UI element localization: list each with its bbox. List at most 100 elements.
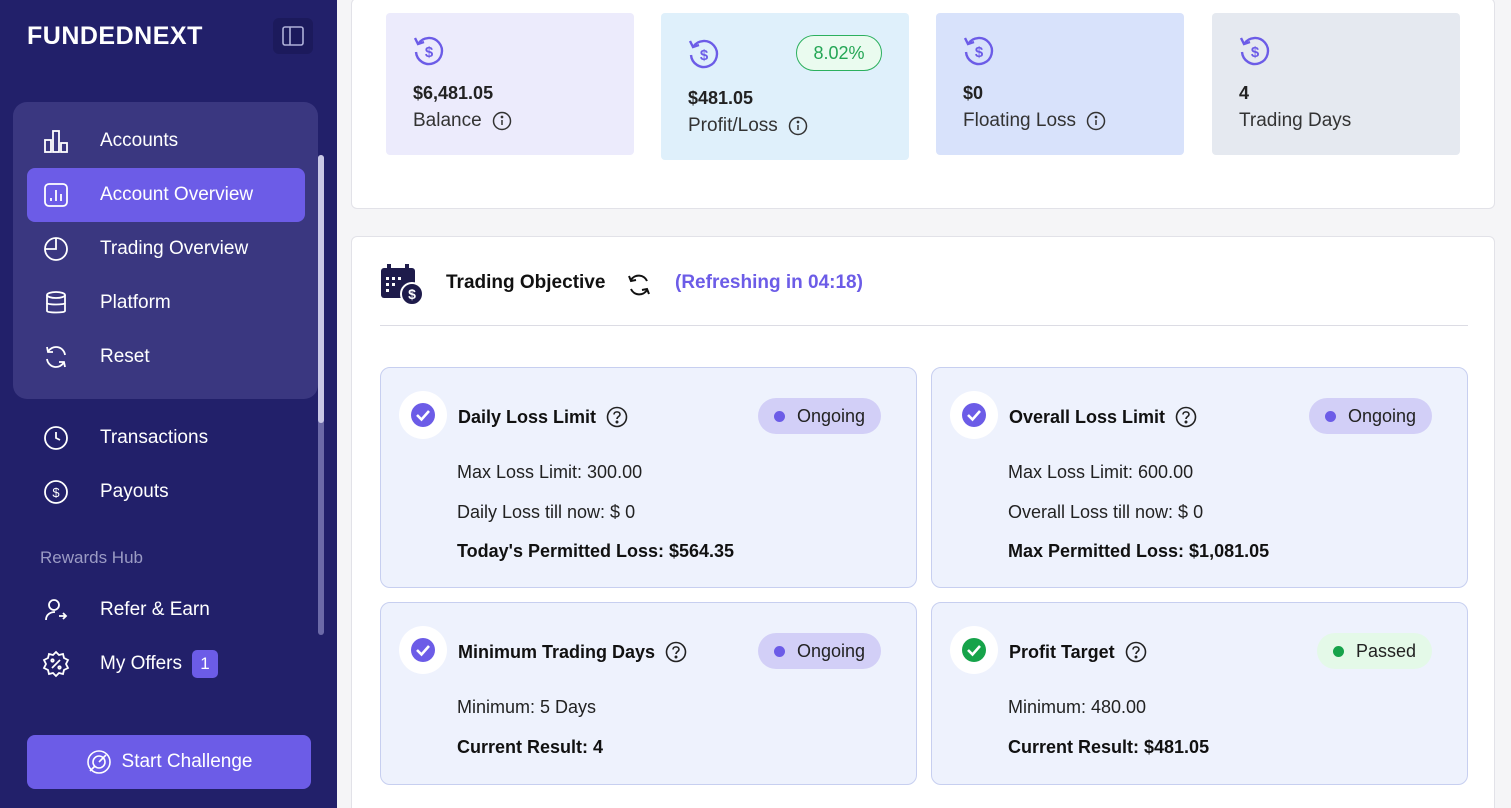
status-badge: Ongoing [1308, 398, 1432, 434]
dollar-refresh-icon: $ [412, 34, 446, 73]
trading-objective-panel: $ Trading Objective (Refreshing in 04:18… [351, 236, 1495, 808]
floating-loss-label: Floating Loss [963, 110, 1077, 131]
profit-loss-value: $481.05 [688, 88, 754, 108]
refresh-icon [628, 274, 650, 296]
calendar-dollar-icon: $ [381, 264, 424, 306]
help-icon[interactable] [665, 641, 687, 663]
objective-line: Overall Loss till now: $ 0 [1008, 502, 1204, 522]
dollar-refresh-icon: $ [1238, 34, 1272, 73]
profit-loss-card: $ 8.02% $481.05 Profit/Loss [661, 13, 909, 160]
offers-count-badge: 1 [192, 650, 218, 678]
sidebar-item-reset[interactable]: Reset [27, 330, 305, 384]
svg-text:$: $ [52, 485, 60, 500]
sidebar: FUNDEDNEXT Accounts Account Overview Tra… [0, 0, 337, 808]
sidebar-item-label: Transactions [100, 427, 209, 448]
sidebar-item-transactions[interactable]: Transactions [27, 411, 305, 465]
clock-icon [42, 424, 70, 452]
sidebar-toggle-button[interactable] [273, 18, 313, 54]
balance-caption: Balance [413, 110, 512, 132]
objective-line: Minimum: 5 Days [457, 697, 597, 717]
help-icon[interactable] [1125, 641, 1147, 663]
sidebar-item-label: Payouts [100, 481, 169, 502]
my-offers-label: My Offers [100, 653, 182, 674]
bar-chart-icon [42, 127, 70, 155]
status-label: Passed [1355, 640, 1416, 661]
chart-box-icon [42, 181, 70, 209]
svg-text:$: $ [1251, 44, 1260, 61]
objective-card-title: Overall Loss Limit [1009, 406, 1197, 428]
svg-text:$: $ [408, 286, 416, 302]
objective-header-icon-wrap: $ [380, 264, 424, 306]
floating-loss-caption: Floating Loss [963, 110, 1106, 132]
pie-chart-icon [42, 235, 70, 263]
status-dot [773, 410, 785, 422]
sidebar-item-label: My Offers 1 [100, 650, 218, 678]
status-dot [1332, 645, 1344, 657]
sidebar-item-label: Refer & Earn [100, 599, 210, 620]
objective-card-title: Daily Loss Limit [458, 406, 628, 428]
sidebar-item-trading-overview[interactable]: Trading Overview [27, 222, 305, 276]
check-circle-icon [399, 626, 447, 674]
svg-text:$: $ [700, 47, 709, 64]
help-icon[interactable] [606, 406, 628, 428]
rocket-icon [86, 750, 111, 774]
refresh-countdown: (Refreshing in 04:18) [675, 272, 863, 293]
check-circle-icon [950, 391, 998, 439]
account-stats-panel: $ $6,481.05 Balance $ 8.02% $481.05 Prof… [351, 0, 1495, 209]
help-icon[interactable] [1175, 406, 1197, 428]
sidebar-scrollbar-thumb[interactable] [318, 155, 324, 423]
profit-target-title: Profit Target [1009, 641, 1115, 662]
floating-loss-value: $0 [963, 83, 984, 103]
objective-line: Daily Loss till now: $ 0 [457, 502, 636, 522]
daily-loss-limit-title: Daily Loss Limit [458, 406, 597, 427]
sidebar-item-payouts[interactable]: $ Payouts [27, 465, 305, 519]
discount-badge-icon [42, 650, 70, 678]
trading-days-label: Trading Days [1239, 110, 1352, 131]
trading-objective-title: Trading Objective [446, 272, 606, 293]
balance-value: $6,481.05 [413, 83, 494, 103]
profit-loss-caption: Profit/Loss [688, 115, 808, 137]
overall-loss-limit-card: Overall Loss Limit Ongoing Max Loss Limi… [931, 367, 1468, 588]
refresh-icon [42, 343, 70, 371]
user-share-icon [42, 596, 70, 624]
sidebar-item-my-offers[interactable]: My Offers 1 [27, 637, 305, 691]
profit-percent-badge: 8.02% [796, 35, 882, 71]
trading-days-card: $ 4 Trading Days [1212, 13, 1460, 155]
sidebar-item-accounts[interactable]: Accounts [27, 114, 305, 168]
objective-result: Current Result: 4 [457, 737, 604, 757]
profit-loss-label: Profit/Loss [688, 115, 778, 136]
minimum-trading-days-title: Minimum Trading Days [458, 641, 656, 662]
sidebar-item-platform[interactable]: Platform [27, 276, 305, 330]
status-dot [773, 645, 785, 657]
sidebar-item-refer-earn[interactable]: Refer & Earn [27, 583, 305, 637]
status-badge: Passed [1316, 633, 1432, 669]
sidebar-item-label: Account Overview [100, 184, 254, 205]
objective-card-title: Profit Target [1009, 641, 1147, 663]
objective-card-title: Minimum Trading Days [458, 641, 687, 663]
objective-result: Current Result: $481.05 [1008, 737, 1210, 757]
objective-divider [380, 325, 1468, 326]
objective-result: Max Permitted Loss: $1,081.05 [1008, 541, 1270, 561]
info-icon[interactable] [788, 116, 808, 136]
svg-text:$: $ [425, 44, 434, 61]
objective-line: Max Loss Limit: 600.00 [1008, 462, 1194, 482]
check-circle-icon [950, 626, 998, 674]
sidebar-item-account-overview[interactable]: Account Overview [27, 168, 305, 222]
database-icon [42, 289, 70, 317]
dollar-refresh-icon: $ [962, 34, 996, 73]
start-challenge-button[interactable]: Start Challenge [27, 735, 311, 789]
refresh-objective-button[interactable] [625, 272, 653, 303]
status-badge: Ongoing [757, 633, 881, 669]
trading-days-value: 4 [1239, 83, 1250, 103]
svg-text:$: $ [975, 44, 984, 61]
objective-result: Today's Permitted Loss: $564.35 [457, 541, 735, 561]
overall-loss-limit-title: Overall Loss Limit [1009, 406, 1166, 427]
sidebar-toggle-icon [282, 26, 304, 46]
status-dot [1324, 410, 1336, 422]
status-label: Ongoing [796, 405, 865, 426]
info-icon[interactable] [1086, 111, 1106, 131]
fundednext-logo[interactable]: FUNDEDNEXT [27, 22, 203, 50]
info-icon[interactable] [492, 111, 512, 131]
sidebar-item-label: Accounts [100, 130, 179, 151]
floating-loss-card: $ $0 Floating Loss [936, 13, 1184, 155]
